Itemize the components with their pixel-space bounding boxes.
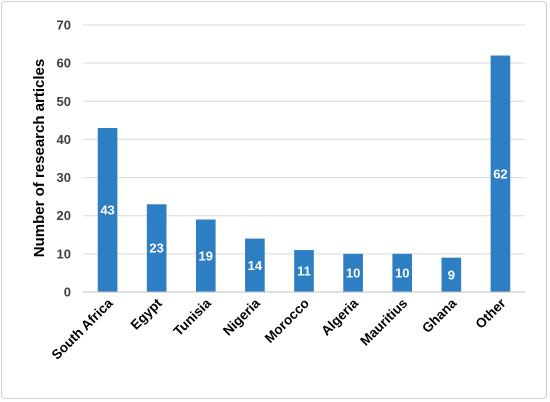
y-tick-label: 20 bbox=[57, 208, 71, 223]
category-label: Ghana bbox=[419, 295, 460, 336]
bar bbox=[441, 257, 462, 292]
y-axis-label: Number of research articles bbox=[31, 59, 48, 257]
category-label: Morocco bbox=[262, 296, 312, 346]
y-tick-label: 30 bbox=[57, 170, 71, 185]
bar bbox=[195, 219, 216, 292]
data-label: 62 bbox=[493, 166, 507, 181]
bar bbox=[97, 127, 118, 292]
category-label: Algeria bbox=[318, 295, 361, 338]
y-tick-label: 50 bbox=[57, 94, 71, 109]
y-tick-labels: 0 10 20 30 40 50 60 70 bbox=[57, 18, 71, 300]
data-label: 9 bbox=[448, 267, 455, 282]
bar bbox=[490, 55, 511, 293]
bar bbox=[146, 204, 167, 292]
data-label: 23 bbox=[149, 241, 163, 256]
y-tick-label: 40 bbox=[57, 132, 71, 147]
data-label: 11 bbox=[297, 264, 311, 279]
y-tick-label: 0 bbox=[64, 285, 71, 300]
data-label: 14 bbox=[248, 258, 263, 273]
y-tick-label: 60 bbox=[57, 56, 71, 71]
category-label: Nigeria bbox=[220, 295, 263, 338]
category-label: Egypt bbox=[128, 295, 165, 332]
bar bbox=[294, 250, 314, 292]
data-labels: 43 23 19 14 11 10 10 9 62 bbox=[100, 166, 507, 282]
bars bbox=[97, 55, 511, 293]
data-label: 10 bbox=[395, 265, 409, 280]
y-tick-label: 70 bbox=[57, 18, 71, 33]
data-label: 10 bbox=[346, 265, 360, 280]
category-label: Tunisia bbox=[171, 295, 215, 339]
data-label: 19 bbox=[199, 248, 213, 263]
data-label: 43 bbox=[100, 202, 114, 217]
bar bbox=[343, 253, 363, 292]
bar bbox=[245, 238, 265, 292]
y-tick-label: 10 bbox=[57, 246, 71, 261]
bar bbox=[392, 253, 413, 292]
category-label: South Africa bbox=[49, 295, 116, 362]
category-label: Other bbox=[472, 295, 509, 332]
category-label: Mauritius bbox=[357, 296, 410, 349]
